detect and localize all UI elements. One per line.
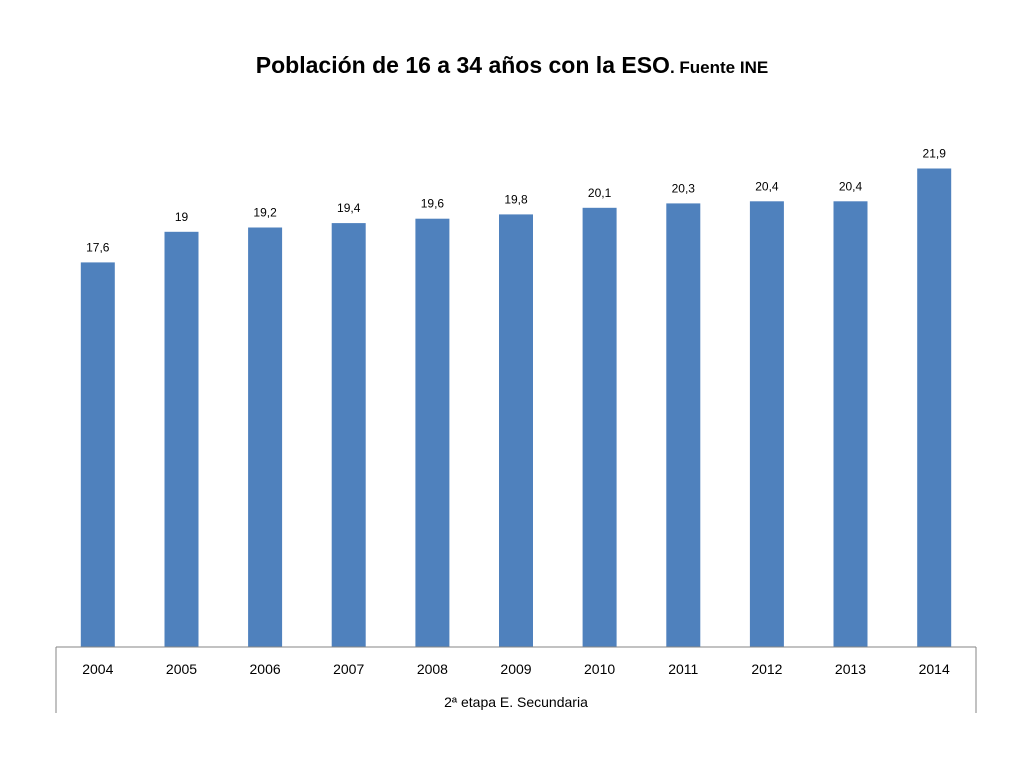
data-label-2009: 19,8 [504,192,528,206]
chart-title-source: . Fuente INE [669,58,769,77]
bars-layer [80,168,952,648]
x-tick-label-2009: 2009 [500,661,531,677]
chart-title: Población de 16 a 34 años con la ESO. Fu… [0,52,1024,79]
data-label-2010: 20,1 [588,186,612,200]
x-tick-label-2007: 2007 [333,661,364,677]
bar-2006 [248,227,283,647]
bar-2004 [80,262,115,647]
x-tick-label-2005: 2005 [166,661,197,677]
chart-title-main: Población de 16 a 34 años con la ESO [255,52,670,78]
x-tick-label-2011: 2011 [668,661,698,677]
data-labels-layer: 17,6 19 19,2 19,4 19,6 19,8 20,1 20,3 20,4 20,4 21… [86,147,946,255]
x-tick-label-2014: 2014 [919,661,950,677]
bar-2008 [415,218,450,647]
x-axis: 2004 2005 2006 2007 2008 2009 2010 2011 2012 2013… [55,646,977,713]
bar-2009 [499,214,533,647]
bar-2010 [582,207,617,648]
bar-2011 [666,203,701,647]
data-label-2014: 21,9 [923,147,947,161]
x-tick-label-2013: 2013 [835,661,866,677]
data-label-2005: 19 [175,210,189,224]
data-label-2008: 19,6 [421,197,445,211]
data-label-2007: 19,4 [337,201,361,215]
bar-2014 [917,168,952,647]
x-tick-label-2008: 2008 [417,661,448,677]
data-label-2004: 17,6 [86,240,110,254]
data-label-2012: 20,4 [755,179,779,193]
x-tick-label-2004: 2004 [82,661,113,677]
x-group-label: 2ª etapa E. Secundaria [444,694,588,710]
data-label-2013: 20,4 [839,179,863,193]
bar-2007 [331,223,366,647]
x-tick-label-2006: 2006 [250,661,281,677]
bar-2013 [833,201,868,648]
x-tick-label-2012: 2012 [751,661,782,677]
bar-2012 [749,201,784,648]
bar-2005 [164,231,199,648]
x-tick-label-2010: 2010 [584,661,615,677]
data-label-2011: 20,3 [672,181,696,195]
data-label-2006: 19,2 [253,206,277,220]
